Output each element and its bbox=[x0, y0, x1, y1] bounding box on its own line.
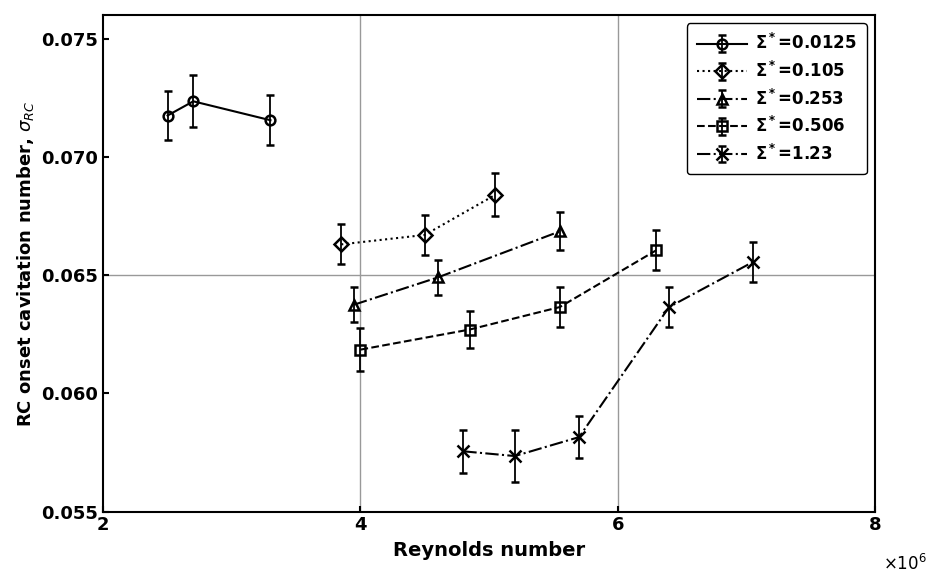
Legend: $\mathbf{\Sigma^*}$=0.0125, $\mathbf{\Sigma^*}$=0.105, $\mathbf{\Sigma^*}$=0.253: $\mathbf{\Sigma^*}$=0.0125, $\mathbf{\Si… bbox=[687, 23, 867, 174]
X-axis label: Reynolds number: Reynolds number bbox=[393, 541, 585, 560]
Text: $\times 10^6$: $\times 10^6$ bbox=[883, 554, 927, 574]
Y-axis label: RC onset cavitation number, $\sigma_{RC}$: RC onset cavitation number, $\sigma_{RC}… bbox=[15, 100, 36, 426]
